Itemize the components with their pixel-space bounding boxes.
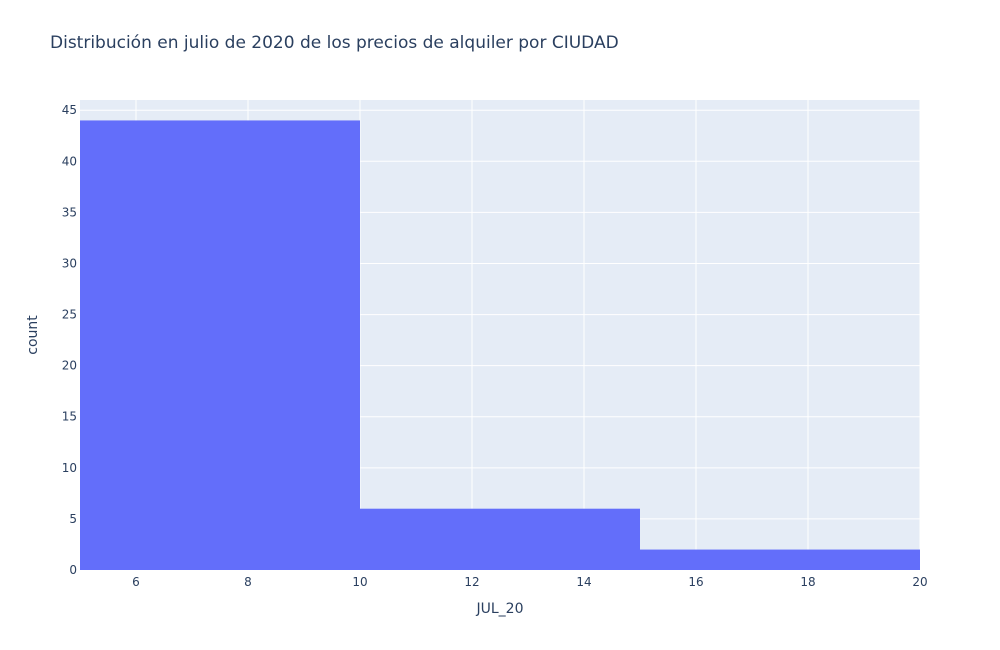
y-tick-label: 5 (69, 512, 77, 526)
x-axis-ticks: 6 8 10 12 14 16 18 20 (132, 575, 927, 589)
chart-title: Distribución en julio de 2020 de los pre… (50, 33, 619, 53)
y-axis-title: count (25, 315, 41, 355)
y-tick-label: 15 (62, 410, 77, 424)
y-tick-label: 40 (62, 154, 77, 168)
y-tick-label: 25 (62, 308, 77, 322)
x-tick-label: 10 (352, 575, 367, 589)
x-tick-label: 12 (464, 575, 479, 589)
x-tick-label: 20 (912, 575, 927, 589)
x-tick-label: 6 (132, 575, 140, 589)
x-axis-title: JUL_20 (476, 601, 524, 617)
y-tick-label: 35 (62, 205, 77, 219)
y-tick-label: 30 (62, 256, 77, 270)
y-tick-label: 45 (62, 103, 77, 117)
histogram-bars (80, 120, 920, 570)
histogram-bar (360, 508, 640, 570)
y-tick-label: 10 (62, 461, 77, 475)
y-tick-label: 20 (62, 359, 77, 373)
x-tick-label: 18 (800, 575, 815, 589)
x-tick-label: 8 (244, 575, 252, 589)
histogram-bar (640, 549, 920, 570)
histogram-bar (80, 120, 360, 570)
y-tick-label: 0 (69, 563, 77, 577)
x-tick-label: 14 (576, 575, 591, 589)
y-axis-ticks: 0 5 10 15 20 25 30 35 40 45 (62, 103, 77, 577)
x-tick-label: 16 (688, 575, 703, 589)
